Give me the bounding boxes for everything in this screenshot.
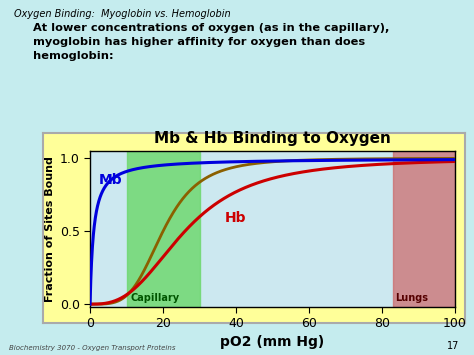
Text: hemoglobin:: hemoglobin:	[33, 51, 114, 61]
Text: At lower concentrations of oxygen (as in the capillary),: At lower concentrations of oxygen (as in…	[33, 23, 390, 33]
Text: myoglobin has higher affinity for oxygen than does: myoglobin has higher affinity for oxygen…	[33, 37, 365, 47]
X-axis label: pO2 (mm Hg): pO2 (mm Hg)	[220, 335, 325, 349]
Text: 17: 17	[447, 341, 460, 351]
Text: Mb: Mb	[99, 174, 123, 187]
Text: Oxygen Binding:  Myoglobin vs. Hemoglobin: Oxygen Binding: Myoglobin vs. Hemoglobin	[14, 9, 231, 19]
Text: Hb: Hb	[225, 212, 246, 225]
Text: Capillary: Capillary	[130, 293, 179, 303]
Text: Lungs: Lungs	[395, 293, 428, 303]
Bar	[127, 151, 200, 307]
Bar	[393, 151, 455, 307]
Y-axis label: Fraction of Sites Bound: Fraction of Sites Bound	[46, 156, 55, 302]
Text: Biochemistry 3070 - Oxygen Transport Proteins: Biochemistry 3070 - Oxygen Transport Pro…	[9, 345, 176, 351]
Title: Mb & Hb Binding to Oxygen: Mb & Hb Binding to Oxygen	[154, 131, 391, 146]
